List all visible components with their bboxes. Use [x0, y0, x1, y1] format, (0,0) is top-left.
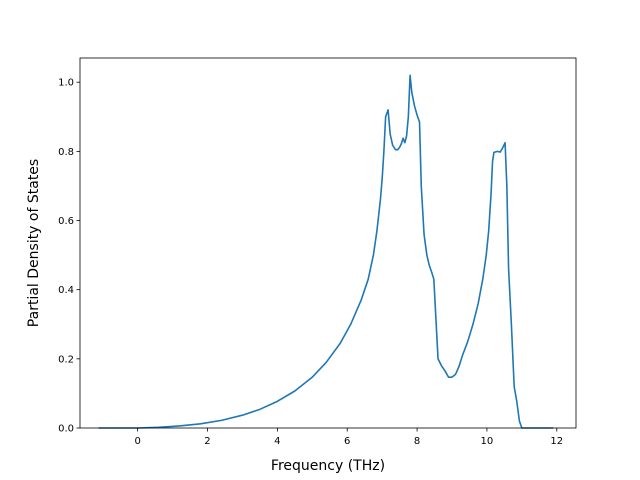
y-tick-label: 1.0	[58, 78, 74, 89]
plot-area	[98, 74, 554, 429]
y-axis-label: Partial Density of States	[26, 159, 42, 327]
x-tick-label: 2	[204, 436, 210, 447]
x-tick-label: 0	[134, 436, 140, 447]
axes-frame	[79, 57, 577, 429]
y-tick-label: 0.8	[58, 147, 74, 158]
series-line-0	[98, 74, 554, 429]
y-tick-label: 0.4	[58, 285, 74, 296]
y-tick-label: 0.0	[58, 424, 74, 435]
axis-ticks: 0 2 4 6 8 10 12 0.0 0.2 0.4 0.6 0.8 1.0	[58, 78, 563, 447]
x-tick-label: 4	[274, 436, 280, 447]
x-tick-label: 12	[550, 436, 563, 447]
x-tick-label: 8	[414, 436, 420, 447]
y-tick-label: 0.2	[58, 354, 74, 365]
x-tick-label: 6	[344, 436, 350, 447]
x-tick-label: 10	[481, 436, 494, 447]
y-tick-label: 0.6	[58, 216, 74, 227]
x-axis-label: Frequency (THz)	[271, 458, 385, 474]
